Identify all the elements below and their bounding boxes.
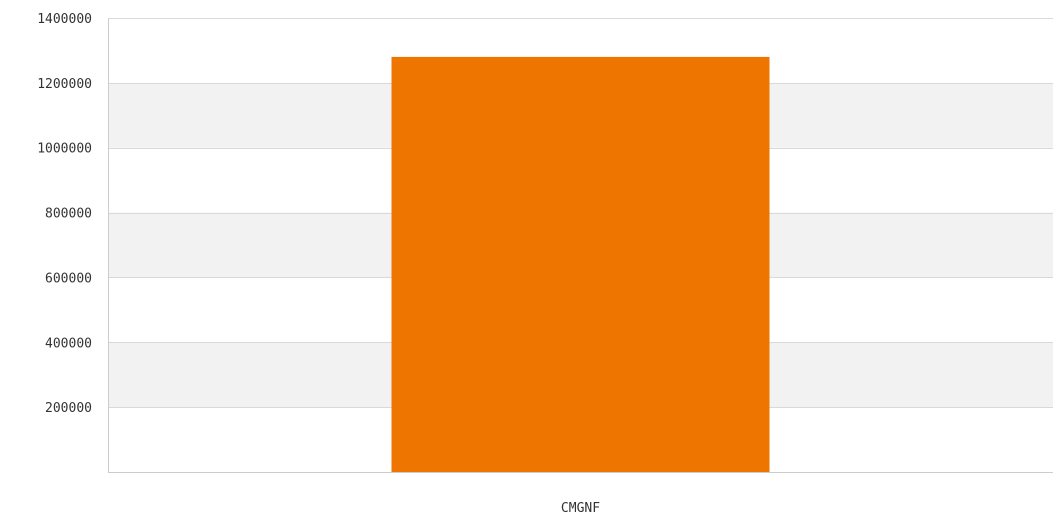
y-tick-label: 1200000 [37, 77, 92, 92]
y-tick-label: 1000000 [37, 142, 92, 157]
x-tick-label: CMGNF [561, 501, 600, 516]
bar[interactable] [391, 56, 770, 473]
y-tick-labels: 200000 400000 600000 800000 1000000 1200000 14… [37, 12, 92, 416]
x-tick-labels: CMGNF [561, 501, 600, 516]
bars [391, 56, 770, 473]
y-tick-label: 200000 [45, 401, 92, 416]
y-tick-label: 600000 [45, 271, 92, 286]
axes [108, 18, 1053, 473]
y-tick-label: 1400000 [37, 12, 92, 27]
y-tick-label: 400000 [45, 336, 92, 351]
y-tick-label: 800000 [45, 207, 92, 222]
